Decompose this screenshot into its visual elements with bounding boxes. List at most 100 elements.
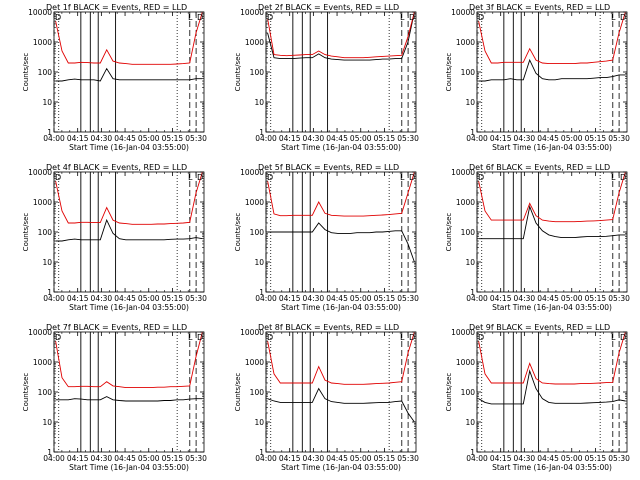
lld-series-line: [267, 171, 415, 217]
plot-frame: [53, 11, 205, 133]
x-tick-label: 04:30: [303, 134, 325, 143]
corner-label: D: [478, 13, 484, 22]
corner-label: D: [620, 333, 626, 342]
y-tick-label: 1000: [245, 358, 264, 367]
events-series-line: [478, 369, 626, 405]
events-series-line: [55, 218, 203, 242]
panel-title: Det 7f BLACK = Events, RED = LLD: [46, 323, 187, 332]
y-tick-label: 100: [461, 228, 476, 237]
x-tick-label: 04:15: [490, 454, 512, 463]
x-tick-label: 04:00: [43, 454, 65, 463]
y-tick-label: 10000: [28, 328, 52, 337]
plot-frame: [265, 331, 417, 453]
x-tick-label: 04:30: [303, 454, 325, 463]
y-tick-label: 10: [254, 418, 264, 427]
x-axis-label: Start Time (16-Jan-04 03:55:00): [69, 463, 189, 472]
x-tick-label: 04:30: [514, 134, 536, 143]
panel-title: Det 3f BLACK = Events, RED = LLD: [469, 3, 610, 12]
x-tick-label: 05:30: [397, 134, 419, 143]
x-tick-label: 04:45: [537, 294, 559, 303]
detector-panel-5: Det 5f BLACK = Events, RED = LLD 1 10 100 10…: [234, 163, 419, 312]
lld-series-line: [267, 11, 415, 59]
x-tick-label: 04:45: [537, 454, 559, 463]
y-tick-label: 1000: [456, 198, 475, 207]
y-tick-label: 1000: [33, 198, 52, 207]
y-tick-label: 10: [42, 418, 52, 427]
panel-title: Det 2f BLACK = Events, RED = LLD: [258, 3, 399, 12]
x-tick-label: 05:15: [162, 454, 184, 463]
y-axis-label: Counts/sec: [445, 53, 453, 92]
y-tick-label: 10000: [451, 168, 475, 177]
y-tick-label: 10000: [240, 328, 264, 337]
x-tick-label: 05:15: [374, 454, 396, 463]
y-tick-label: 10000: [451, 328, 475, 337]
x-axis-label: Start Time (16-Jan-04 03:55:00): [492, 463, 612, 472]
corner-label: D: [409, 13, 415, 22]
x-axis-label: Start Time (16-Jan-04 03:55:00): [281, 143, 401, 152]
y-tick-label: 10000: [451, 8, 475, 17]
x-tick-label: 04:45: [326, 134, 348, 143]
x-axis-label: Start Time (16-Jan-04 03:55:00): [492, 303, 612, 312]
y-tick-label: 1: [47, 128, 52, 137]
corner-label: D: [620, 13, 626, 22]
x-tick-label: 05:00: [138, 294, 160, 303]
x-tick-label: 04:45: [114, 294, 136, 303]
x-tick-label: 05:00: [138, 454, 160, 463]
x-tick-label: 05:30: [185, 454, 207, 463]
y-tick-label: 100: [38, 228, 53, 237]
x-tick-label: 05:15: [585, 134, 607, 143]
plot-frame: [476, 171, 628, 293]
x-tick-label: 05:00: [350, 134, 372, 143]
y-axis-label: Counts/sec: [234, 213, 242, 252]
y-tick-label: 10: [465, 418, 475, 427]
panel-title: Det 5f BLACK = Events, RED = LLD: [258, 163, 399, 172]
x-tick-label: 05:30: [608, 454, 630, 463]
x-tick-label: 04:15: [279, 294, 301, 303]
detector-panel-8: Det 8f BLACK = Events, RED = LLD 1 10 100 10…: [234, 323, 419, 472]
plot-frame: [53, 171, 205, 293]
panel-title: Det 9f BLACK = Events, RED = LLD: [469, 323, 610, 332]
x-tick-label: 04:45: [326, 294, 348, 303]
y-axis-label: Counts/sec: [234, 373, 242, 412]
x-tick-label: 05:00: [561, 294, 583, 303]
x-tick-label: 04:00: [255, 294, 277, 303]
panel-title: Det 8f BLACK = Events, RED = LLD: [258, 323, 399, 332]
y-tick-label: 100: [250, 228, 265, 237]
corner-label: D: [267, 333, 273, 342]
y-tick-label: 1: [470, 128, 475, 137]
y-tick-label: 1000: [33, 358, 52, 367]
corner-label: D: [197, 173, 203, 182]
corner-label: L: [611, 173, 616, 182]
y-tick-label: 10000: [240, 8, 264, 17]
x-tick-label: 04:30: [514, 294, 536, 303]
x-tick-label: 04:15: [67, 454, 89, 463]
corner-label: D: [478, 173, 484, 182]
lld-series-line: [55, 11, 203, 65]
y-axis-label: Counts/sec: [234, 53, 242, 92]
panel-title: Det 6f BLACK = Events, RED = LLD: [469, 163, 610, 172]
corner-label: L: [400, 173, 405, 182]
y-tick-label: 1000: [245, 198, 264, 207]
plot-frame: [53, 331, 205, 453]
x-tick-label: 04:15: [279, 454, 301, 463]
corner-label: D: [409, 173, 415, 182]
x-tick-label: 05:15: [585, 454, 607, 463]
x-tick-label: 05:15: [162, 134, 184, 143]
detector-panel-6: Det 6f BLACK = Events, RED = LLD 1 10 100 10…: [445, 163, 630, 312]
corner-label: D: [55, 13, 61, 22]
x-tick-label: 04:30: [91, 134, 113, 143]
y-axis-label: Counts/sec: [445, 373, 453, 412]
corner-label: L: [188, 173, 193, 182]
corner-label: D: [55, 173, 61, 182]
lld-series-line: [55, 171, 203, 225]
x-tick-label: 04:30: [514, 454, 536, 463]
y-axis-label: Counts/sec: [22, 213, 30, 252]
corner-label: D: [478, 333, 484, 342]
detector-panel-7: Det 7f BLACK = Events, RED = LLD 1 10 100 10…: [22, 323, 207, 472]
x-tick-label: 04:00: [43, 294, 65, 303]
y-tick-label: 10000: [28, 168, 52, 177]
x-axis-label: Start Time (16-Jan-04 03:55:00): [69, 143, 189, 152]
corner-label: D: [267, 13, 273, 22]
y-tick-label: 1000: [33, 38, 52, 47]
